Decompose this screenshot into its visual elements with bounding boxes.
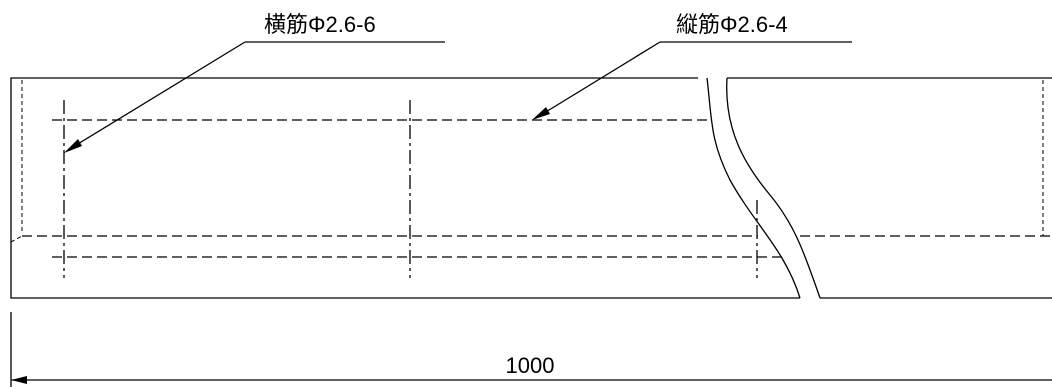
break-line [706, 77, 821, 299]
longitudinal-rebar-label: 縦筋Φ2.6-4 [676, 12, 788, 37]
dimension-arrowhead [11, 376, 27, 384]
transverse-rebar-label: 横筋Φ2.6-6 [264, 12, 376, 37]
transverse-rebar-callout: 横筋Φ2.6-6 [64, 12, 445, 153]
longitudinal-rebar-lines [52, 119, 785, 258]
leader-arrowhead [64, 139, 82, 153]
longitudinal-rebar-callout: 縦筋Φ2.6-4 [532, 12, 852, 120]
leader-arrowhead [532, 107, 550, 120]
dimension-line: 1000 [10, 312, 1052, 387]
transverse-rebar-lines [63, 100, 758, 278]
panel-outline [10, 77, 1052, 299]
cover-lines [10, 80, 1052, 243]
dimension-value: 1000 [506, 353, 555, 378]
